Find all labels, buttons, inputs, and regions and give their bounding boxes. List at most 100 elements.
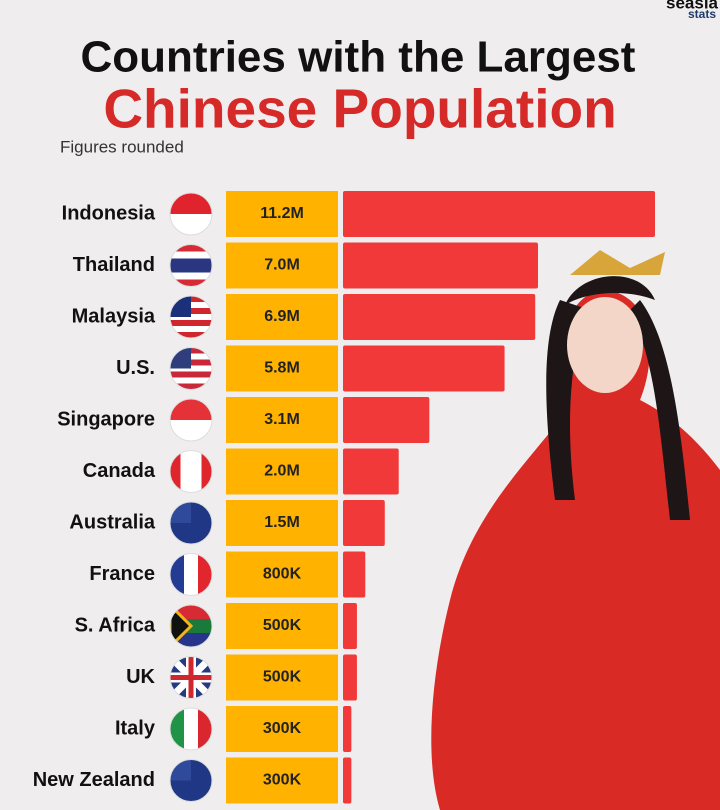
value-label: 7.0M [264, 257, 300, 274]
category-label: Malaysia [72, 305, 156, 327]
flag-stripe [198, 553, 212, 596]
flag [170, 553, 212, 596]
flag-border [169, 192, 213, 236]
flag-border [169, 553, 213, 596]
value-label: 6.9M [264, 308, 300, 325]
value-label: 11.2M [260, 205, 304, 222]
flag-stripe [170, 265, 212, 273]
flag [170, 193, 212, 235]
bar [343, 397, 430, 443]
flag-stripe [170, 258, 212, 266]
flag-stripe [201, 450, 212, 493]
flag-stripe [170, 377, 212, 384]
flag [170, 450, 212, 493]
value-label: 300K [263, 720, 302, 737]
value-label: 300K [263, 772, 302, 789]
brand-sub: stats [688, 7, 716, 21]
illustration [431, 250, 720, 810]
flag-stripe [170, 214, 212, 235]
flag-border [169, 759, 213, 802]
category-label: Singapore [57, 408, 155, 430]
flag-border [169, 244, 213, 287]
value-label-box [226, 397, 338, 443]
chart-title-highlight: Chinese Population [103, 78, 616, 140]
value-label-box [226, 654, 338, 701]
value-label: 2.0M [264, 463, 300, 480]
flag-border [169, 604, 213, 648]
flag-stripe [170, 332, 212, 338]
flag [170, 605, 212, 647]
face [567, 297, 643, 393]
flag [170, 759, 212, 802]
value-label-box [226, 706, 338, 752]
flag-stripe [170, 371, 212, 378]
value-label-box [226, 345, 338, 392]
flag-border [169, 347, 213, 390]
dress [431, 290, 720, 810]
value-label: 500K [263, 669, 302, 686]
value-label-box [226, 294, 338, 340]
flag-stripe [170, 450, 181, 493]
flag-triangle [170, 605, 194, 647]
flag-stripe [170, 314, 212, 321]
flag-cross-red [170, 656, 212, 699]
flag [170, 708, 212, 750]
category-label: Italy [115, 717, 156, 739]
flag [170, 656, 212, 699]
category-label: Australia [69, 511, 155, 533]
category-label: France [89, 563, 155, 585]
bar [343, 345, 505, 392]
flag-border [169, 398, 213, 442]
flag-border [169, 450, 213, 493]
category-label: Canada [83, 460, 156, 482]
flag-stripe [170, 244, 212, 252]
flag-stripe [170, 383, 212, 390]
category-label: U.S. [116, 357, 155, 379]
flag-stripe [184, 553, 199, 596]
value-label-box [226, 757, 338, 804]
value-label-box [226, 448, 338, 495]
value-label: 3.1M [264, 411, 300, 428]
flag-border [169, 656, 213, 699]
flag [170, 502, 212, 544]
bar [343, 551, 366, 598]
hair-top [565, 276, 655, 305]
flag-stripe [170, 320, 212, 327]
value-label-box [226, 191, 338, 237]
flag-stripe [170, 279, 212, 287]
flag-stripe [170, 326, 212, 333]
category-label: UK [126, 666, 155, 688]
hair [546, 300, 690, 520]
flag [170, 399, 212, 441]
bar [343, 603, 357, 649]
flag-stripe [184, 708, 199, 750]
brand-name: seasia [666, 0, 719, 12]
value-label-box [226, 551, 338, 598]
bar [343, 294, 536, 340]
flag-stripe [180, 450, 192, 493]
bar [343, 706, 352, 752]
flag-stripe [198, 708, 212, 750]
flag [170, 244, 212, 287]
value-label: 800K [263, 566, 302, 583]
bar [343, 191, 655, 237]
bar [343, 757, 352, 804]
flag-stripe [170, 251, 212, 259]
category-label: S. Africa [75, 614, 156, 636]
value-label-box [226, 603, 338, 649]
value-label-box [226, 242, 338, 289]
bar [343, 242, 538, 289]
flag-stripe [191, 450, 202, 493]
flag-border [169, 295, 213, 339]
value-label: 500K [263, 617, 302, 634]
flag-stripe [170, 553, 185, 596]
bar [343, 654, 357, 701]
flag-stripe [170, 420, 212, 441]
value-label-box [226, 500, 338, 546]
value-label: 1.5M [264, 514, 300, 531]
category-label: Indonesia [62, 202, 156, 224]
flag-stripe [170, 708, 185, 750]
headdress [570, 250, 665, 275]
category-label: New Zealand [33, 769, 155, 791]
